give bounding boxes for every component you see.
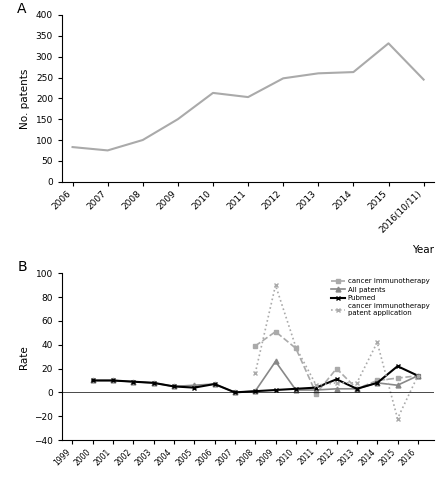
Legend: cancer immunotherapy, All patents, Pubmed, cancer immunotherapy
patent applicati: cancer immunotherapy, All patents, Pubme… [330,277,431,318]
Line: Pubmed: Pubmed [90,364,420,395]
All patents [273,358,278,364]
Pubmed [151,380,156,386]
Pubmed [314,384,319,390]
Pubmed [171,384,176,390]
Pubmed [110,378,116,384]
Pubmed [415,372,420,378]
cancer immunotherapy
patent application [395,416,400,422]
All patents [374,380,380,386]
Pubmed [90,378,95,384]
Pubmed [131,378,136,384]
cancer immunotherapy [395,375,400,381]
Pubmed [374,380,380,386]
cancer immunotherapy [374,378,380,384]
Line: All patents: All patents [90,359,420,395]
All patents [232,390,237,396]
Y-axis label: Rate: Rate [19,345,28,368]
All patents [253,388,258,394]
Pubmed [232,390,237,396]
cancer immunotherapy
patent application [354,380,360,386]
cancer immunotherapy
patent application [314,382,319,388]
cancer immunotherapy [334,366,339,372]
cancer immunotherapy
patent application [374,340,380,345]
Pubmed [395,363,400,369]
cancer immunotherapy [273,328,278,334]
Text: Year: Year [412,245,434,255]
Pubmed [293,386,299,392]
cancer immunotherapy [253,343,258,349]
cancer immunotherapy
patent application [253,370,258,376]
cancer immunotherapy
patent application [334,380,339,386]
cancer immunotherapy [354,386,360,392]
All patents [191,382,197,388]
cancer immunotherapy
patent application [293,344,299,350]
All patents [314,387,319,393]
Line: cancer immunotherapy: cancer immunotherapy [253,329,420,396]
cancer immunotherapy [293,346,299,352]
All patents [110,378,116,384]
cancer immunotherapy [314,390,319,396]
All patents [395,382,400,388]
Text: B: B [17,260,27,274]
All patents [171,384,176,390]
cancer immunotherapy
patent application [415,372,420,378]
Pubmed [191,384,197,390]
All patents [354,386,360,392]
Pubmed [253,388,258,394]
All patents [415,372,420,378]
Pubmed [273,387,278,393]
All patents [212,381,217,387]
cancer immunotherapy [415,372,420,378]
All patents [90,378,95,384]
Y-axis label: No. patents: No. patents [20,68,30,128]
Pubmed [212,381,217,387]
All patents [151,380,156,386]
Pubmed [354,386,360,392]
All patents [334,386,339,392]
Pubmed [334,376,339,382]
Text: A: A [17,2,27,16]
All patents [131,378,136,384]
cancer immunotherapy
patent application [273,282,278,288]
All patents [293,387,299,393]
Line: cancer immunotherapy
patent application: cancer immunotherapy patent application [253,283,420,421]
